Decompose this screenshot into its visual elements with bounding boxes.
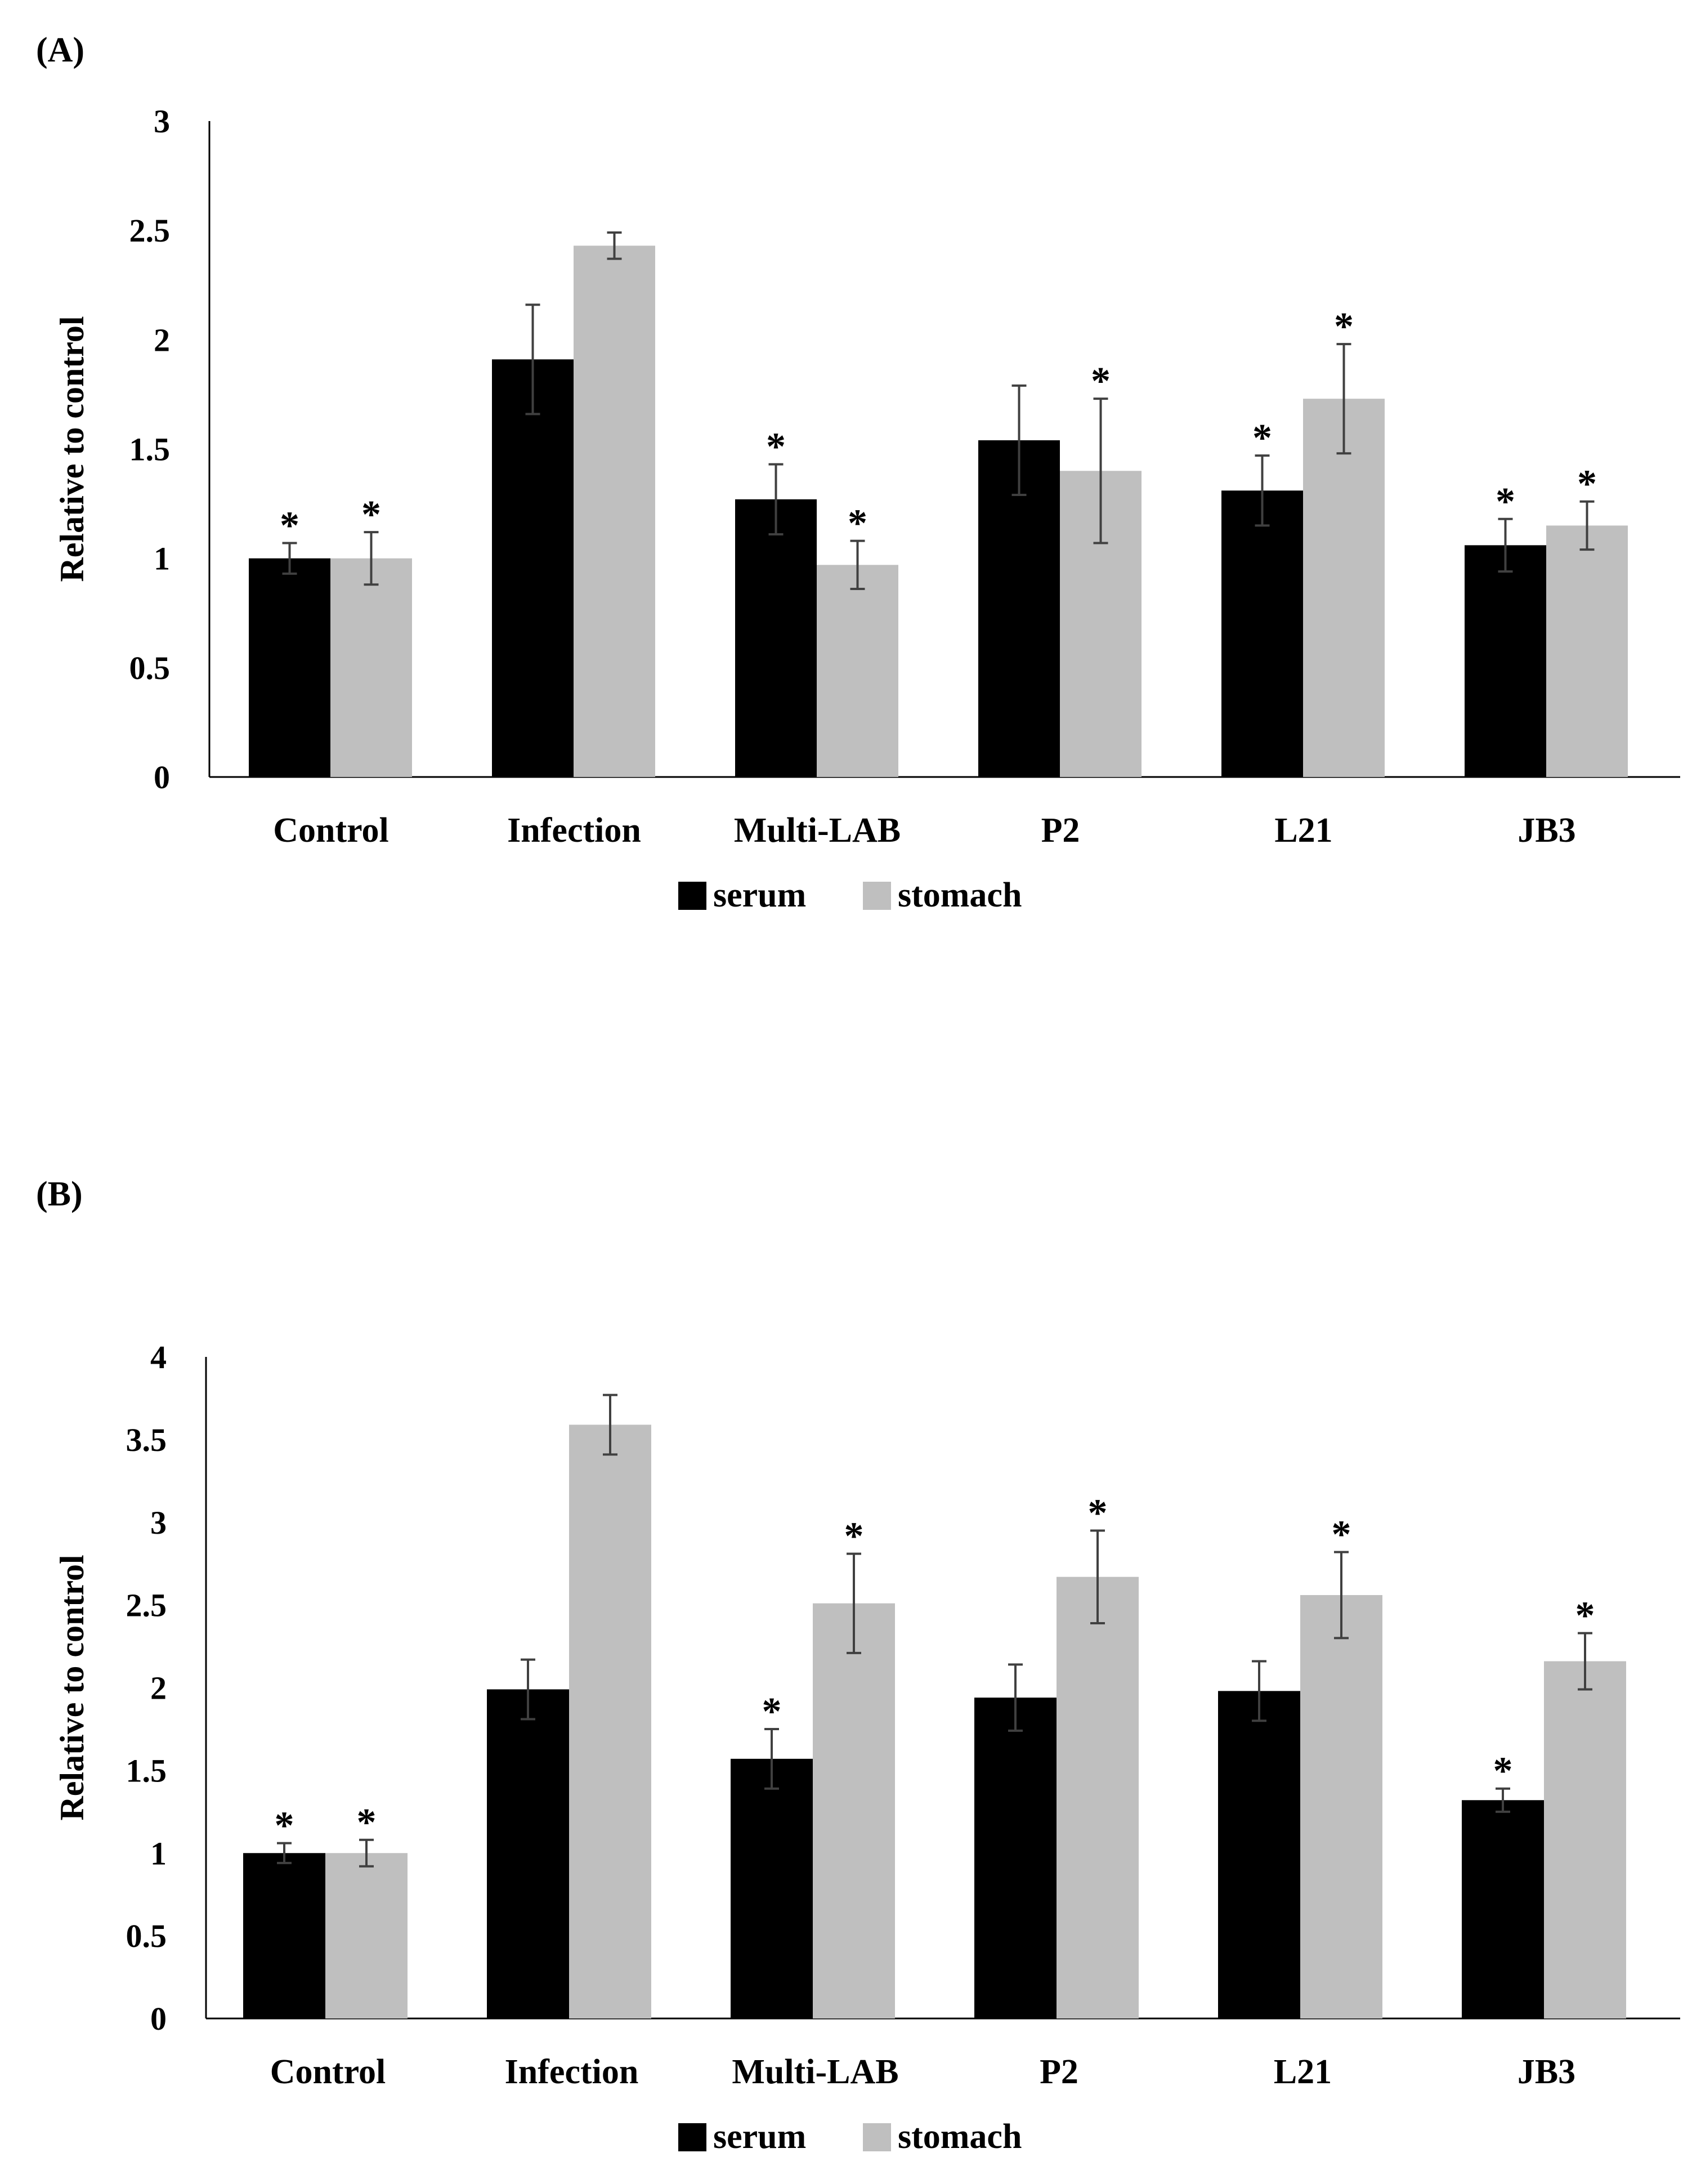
chart-a-significance-marker: * [280,504,299,547]
chart-a-category-label-p2: P2 [1041,811,1080,850]
chart-a-significance-marker: * [1091,360,1111,403]
chart-a-significance-marker: * [1252,417,1272,460]
chart-b-category-label-jb3: JB3 [1518,2053,1575,2091]
chart-b-category-label-infection: Infection [505,2053,639,2091]
chart-a-bar-stomach-l21 [1303,399,1385,777]
chart-a-bar-serum-l21 [1221,490,1303,777]
chart-a-significance-marker: * [1334,305,1354,349]
chart-b-bar-serum-l21 [1218,1691,1300,2018]
chart-a-significance-marker: * [848,502,867,546]
chart-a-y-tick-label: 2.5 [129,212,171,249]
chart-b-y-tick-label: 0.5 [126,1918,167,1954]
chart-a: 0 0.5 1 1.5 2 2.5 3 Relative to control * * Contro… [53,103,1680,914]
chart-b-significance-marker: * [1088,1491,1108,1535]
chart-a-bar-serum-infection [492,359,574,777]
chart-b-y-tick-label: 3 [150,1504,167,1541]
chart-b-y-tick-label: 4 [150,1339,167,1375]
chart-b-y-tick-label: 1.5 [126,1752,167,1789]
chart-b-y-tick-label: 1 [150,1835,167,1872]
chart-a-y-axis-label: Relative to control [53,316,91,582]
chart-b-bar-stomach-l21 [1300,1595,1382,2018]
chart-a-y-tick-label: 2 [154,321,170,358]
chart-a-bar-stomach-control [330,558,412,777]
chart-b-category-label-multi-lab: Multi-LAB [732,2053,898,2091]
chart-b-bar-stomach-infection [569,1424,651,2018]
chart-b-y-tick-label: 2 [150,1670,167,1707]
chart-a-y-tick-label: 1.5 [129,431,171,468]
chart-a-legend-label-stomach: stomach [898,876,1022,914]
chart-b-bar-serum-infection [487,1689,569,2018]
chart-b-significance-marker: * [1493,1750,1513,1793]
chart-a-legend-label-serum: serum [713,876,806,914]
chart-a-y-tick-label: 0 [154,759,170,796]
chart-a-bar-serum-jb3 [1465,545,1546,777]
chart-a-significance-marker: * [361,493,381,537]
chart-a-category-label-jb3: JB3 [1518,811,1575,850]
chart-a-bar-serum-multi-lab [735,499,817,777]
chart-b-legend-swatch-serum [678,2123,706,2151]
chart-a-bar-stomach-multi-lab [817,565,898,777]
panel-b-label: (B) [36,1175,83,1213]
chart-b-y-tick-label: 2.5 [126,1587,167,1624]
chart-b-legend-label-serum: serum [713,2118,806,2156]
chart-a-significance-marker: * [1496,480,1515,524]
chart-b-bar-serum-multi-lab [731,1758,813,2018]
chart-b-bar-stomach-control [325,1853,408,2018]
chart-b-significance-marker: * [1575,1595,1595,1638]
chart-a-significance-marker: * [1577,463,1597,506]
chart-a-y-tick-label: 3 [154,103,170,140]
chart-a-bar-serum-p2 [978,440,1060,777]
chart-b-y-tick-label: 0 [150,2000,167,2037]
chart-b-bar-stomach-multi-lab [813,1603,895,2018]
chart-a-category-label-multi-lab: Multi-LAB [734,811,901,850]
chart-a-y-tick-label: 0.5 [129,650,171,686]
chart-b-bar-stomach-p2 [1057,1576,1139,2018]
chart-b-category-label-control: Control [270,2053,386,2091]
chart-b-category-label-p2: P2 [1040,2053,1078,2091]
chart-b: 0 0.5 1 1.5 2 2.5 3 3.5 4 Relative to control * * Co… [53,1339,1680,2156]
chart-a-legend-swatch-stomach [863,882,891,910]
chart-a-category-label-infection: Infection [507,811,641,850]
chart-a-category-label-control: Control [273,811,389,850]
chart-b-y-tick-label: 3.5 [126,1422,167,1458]
chart-b-bar-serum-p2 [974,1698,1057,2018]
chart-a-bar-serum-control [249,558,330,777]
panel-a-label: (A) [36,31,85,69]
chart-b-significance-marker: * [275,1805,294,1848]
chart-a-bar-stomach-jb3 [1546,525,1628,777]
chart-b-significance-marker: * [844,1515,864,1558]
chart-b-bar-serum-jb3 [1462,1800,1544,2018]
chart-a-category-label-l21: L21 [1274,811,1332,850]
chart-b-legend-swatch-stomach [863,2123,891,2151]
chart-b-bar-stomach-jb3 [1544,1661,1626,2018]
chart-b-significance-marker: * [762,1690,782,1734]
chart-b-category-label-l21: L21 [1274,2053,1332,2091]
chart-a-legend-swatch-serum [678,882,706,910]
chart-b-legend-label-stomach: stomach [898,2118,1022,2156]
chart-b-significance-marker: * [1332,1513,1351,1557]
chart-a-significance-marker: * [766,426,786,469]
chart-b-y-axis-label: Relative to control [53,1555,91,1820]
chart-a-y-tick-label: 1 [154,541,170,577]
chart-b-bar-serum-control [243,1853,325,2018]
chart-b-significance-marker: * [357,1801,377,1844]
chart-a-bar-stomach-infection [574,245,655,778]
